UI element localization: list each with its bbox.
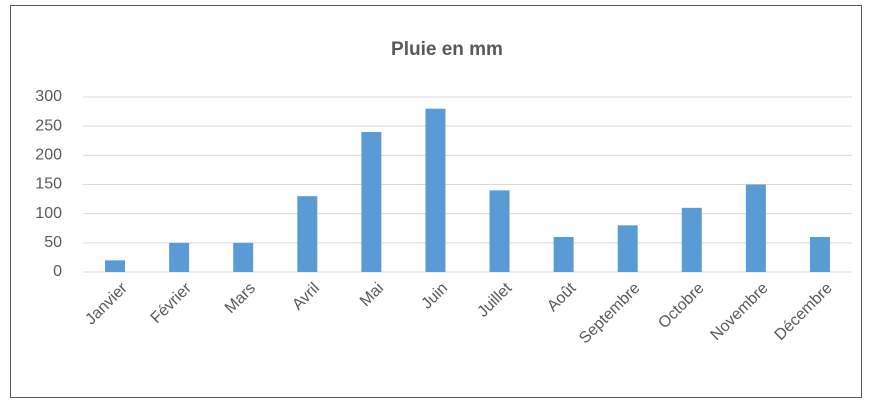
bar — [617, 225, 638, 272]
bar — [233, 242, 254, 272]
y-tick-label: 150 — [35, 176, 62, 193]
bar — [681, 207, 702, 272]
y-tick-label: 300 — [35, 88, 62, 105]
y-tick-label: 50 — [44, 234, 62, 251]
bar — [553, 237, 574, 272]
bar — [361, 132, 382, 272]
bar — [425, 108, 446, 273]
y-tick-label: 0 — [53, 263, 62, 280]
chart-title: Pluie en mm — [391, 39, 503, 60]
bar — [169, 242, 190, 272]
bar — [489, 190, 510, 272]
y-tick-label: 200 — [35, 147, 62, 164]
bar — [105, 260, 126, 272]
y-tick-label: 250 — [35, 117, 62, 134]
bar — [745, 184, 766, 272]
bar — [809, 237, 830, 272]
bar — [297, 196, 318, 272]
y-tick-label: 100 — [35, 205, 62, 222]
